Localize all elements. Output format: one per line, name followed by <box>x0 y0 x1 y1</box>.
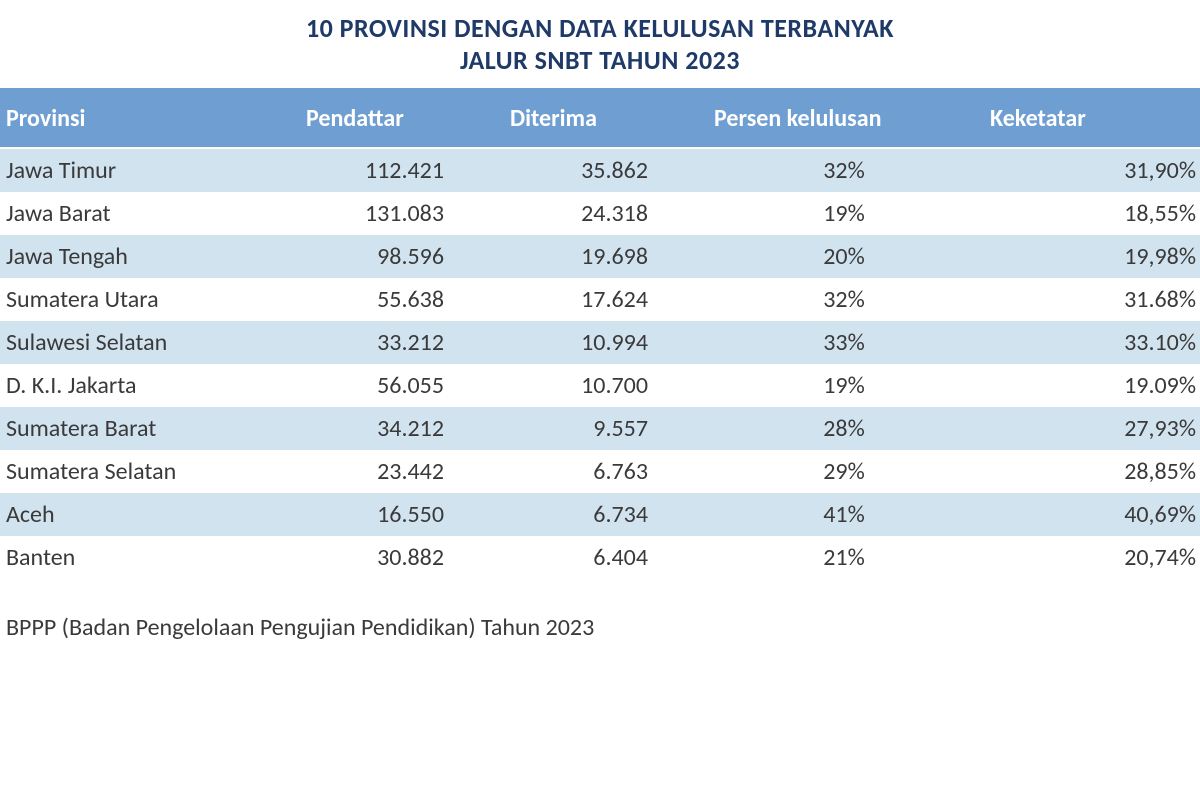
table-row: Banten30.8826.40421%20,74% <box>0 536 1200 579</box>
cell-diterima: 9.557 <box>504 407 708 450</box>
table-row: Sumatera Barat34.2129.55728%27,93% <box>0 407 1200 450</box>
table-head: ProvinsiPendattarDiterimaPersen kelulusa… <box>0 87 1200 148</box>
table-row: Aceh16.5506.73441%40,69% <box>0 493 1200 536</box>
cell-provinsi: Sumatera Barat <box>0 407 300 450</box>
cell-provinsi: Jawa Tengah <box>0 235 300 278</box>
table-body: Jawa Timur112.42135.86232%31,90%Jawa Bar… <box>0 148 1200 579</box>
cell-persen: 32% <box>708 148 984 192</box>
cell-provinsi: Aceh <box>0 493 300 536</box>
cell-pendaftar: 16.550 <box>300 493 504 536</box>
cell-pendaftar: 56.055 <box>300 364 504 407</box>
column-header-provinsi: Provinsi <box>0 87 300 148</box>
cell-persen: 21% <box>708 536 984 579</box>
cell-diterima: 6.763 <box>504 450 708 493</box>
cell-persen: 19% <box>708 192 984 235</box>
cell-keketatan: 28,85% <box>984 450 1200 493</box>
cell-persen: 33% <box>708 321 984 364</box>
cell-keketatan: 40,69% <box>984 493 1200 536</box>
cell-pendaftar: 33.212 <box>300 321 504 364</box>
cell-persen: 41% <box>708 493 984 536</box>
column-header-diterima: Diterima <box>504 87 708 148</box>
cell-diterima: 6.734 <box>504 493 708 536</box>
cell-pendaftar: 131.083 <box>300 192 504 235</box>
cell-keketatan: 18,55% <box>984 192 1200 235</box>
cell-pendaftar: 112.421 <box>300 148 504 192</box>
cell-diterima: 24.318 <box>504 192 708 235</box>
page-title-block: 10 PROVINSI DENGAN DATA KELULUSAN TERBAN… <box>0 0 1200 86</box>
column-header-keketatan: Keketatar <box>984 87 1200 148</box>
cell-persen: 32% <box>708 278 984 321</box>
cell-pendaftar: 34.212 <box>300 407 504 450</box>
title-line-2: JALUR SNBT TAHUN 2023 <box>0 44 1200 76</box>
table-row: Jawa Timur112.42135.86232%31,90% <box>0 148 1200 192</box>
cell-diterima: 19.698 <box>504 235 708 278</box>
cell-persen: 19% <box>708 364 984 407</box>
provinces-table: ProvinsiPendattarDiterimaPersen kelulusa… <box>0 86 1200 579</box>
table-header-row: ProvinsiPendattarDiterimaPersen kelulusa… <box>0 87 1200 148</box>
cell-pendaftar: 55.638 <box>300 278 504 321</box>
cell-diterima: 35.862 <box>504 148 708 192</box>
cell-provinsi: Banten <box>0 536 300 579</box>
cell-diterima: 10.994 <box>504 321 708 364</box>
cell-provinsi: Sumatera Utara <box>0 278 300 321</box>
cell-provinsi: D. K.I. Jakarta <box>0 364 300 407</box>
cell-provinsi: Jawa Barat <box>0 192 300 235</box>
table-row: Sumatera Utara55.63817.62432%31.68% <box>0 278 1200 321</box>
cell-keketatan: 31.68% <box>984 278 1200 321</box>
cell-keketatan: 19.09% <box>984 364 1200 407</box>
table-row: Sulawesi Selatan33.21210.99433%33.10% <box>0 321 1200 364</box>
cell-provinsi: Sulawesi Selatan <box>0 321 300 364</box>
source-footer: BPPP (Badan Pengelolaan Pengujian Pendid… <box>0 613 1200 642</box>
cell-keketatan: 20,74% <box>984 536 1200 579</box>
cell-persen: 29% <box>708 450 984 493</box>
column-header-persen: Persen kelulusan <box>708 87 984 148</box>
table-row: Jawa Barat131.08324.31819%18,55% <box>0 192 1200 235</box>
cell-keketatan: 27,93% <box>984 407 1200 450</box>
cell-provinsi: Jawa Timur <box>0 148 300 192</box>
table-row: D. K.I. Jakarta56.05510.70019%19.09% <box>0 364 1200 407</box>
table-row: Sumatera Selatan23.4426.76329%28,85% <box>0 450 1200 493</box>
cell-keketatan: 19,98% <box>984 235 1200 278</box>
cell-persen: 20% <box>708 235 984 278</box>
cell-pendaftar: 98.596 <box>300 235 504 278</box>
cell-provinsi: Sumatera Selatan <box>0 450 300 493</box>
cell-persen: 28% <box>708 407 984 450</box>
column-header-pendaftar: Pendattar <box>300 87 504 148</box>
cell-keketatan: 33.10% <box>984 321 1200 364</box>
cell-keketatan: 31,90% <box>984 148 1200 192</box>
cell-diterima: 10.700 <box>504 364 708 407</box>
cell-pendaftar: 23.442 <box>300 450 504 493</box>
title-line-1: 10 PROVINSI DENGAN DATA KELULUSAN TERBAN… <box>0 12 1200 44</box>
cell-diterima: 17.624 <box>504 278 708 321</box>
table-row: Jawa Tengah98.59619.69820%19,98% <box>0 235 1200 278</box>
cell-diterima: 6.404 <box>504 536 708 579</box>
cell-pendaftar: 30.882 <box>300 536 504 579</box>
